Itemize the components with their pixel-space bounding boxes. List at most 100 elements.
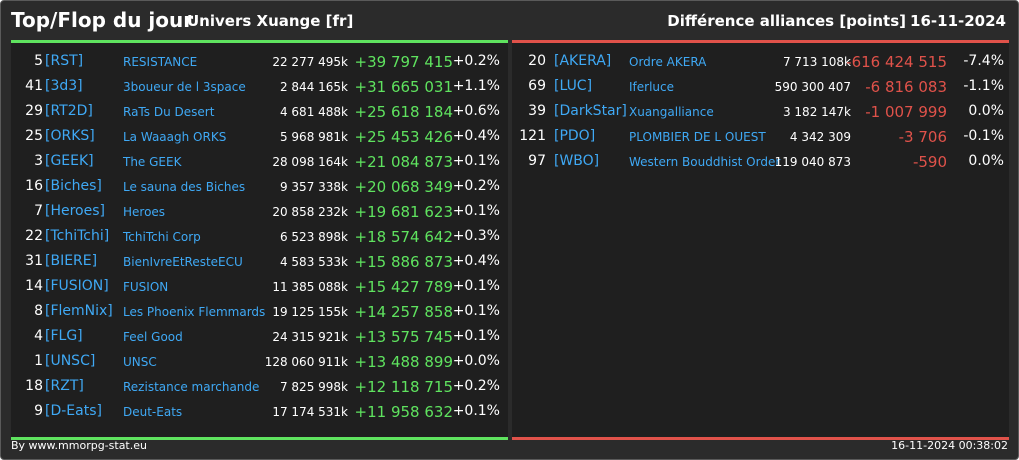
alliance-tag-link[interactable]: [AKERA]	[554, 53, 612, 69]
alliance-tag-link[interactable]: [FUSION]	[45, 278, 109, 294]
metric-label: Différence alliances [points]	[667, 12, 906, 30]
page-title: Top/Flop du jour	[11, 8, 194, 32]
top-row: 4 [FLG] Feel Good 24 315 921k +13 575 745 +0.…	[11, 325, 508, 350]
top-row: 1 [UNSC] UNSC 128 060 911k +13 488 899 +0.0%	[11, 350, 508, 375]
alliance-tag-link[interactable]: [Heroes]	[45, 203, 105, 219]
points-delta: +12 118 715	[354, 378, 453, 396]
percent-change: 0.0%	[968, 153, 1004, 169]
alliance-name-link[interactable]: Heroes	[123, 205, 166, 219]
alliance-name-link[interactable]: RESISTANCE	[123, 55, 198, 69]
top-row: 7 [Heroes] Heroes 20 858 232k +19 681 623 +0.…	[11, 200, 508, 225]
alliance-tag-link[interactable]: [TchiTchi]	[45, 228, 110, 244]
alliance-tag-link[interactable]: [Biches]	[45, 178, 102, 194]
points-delta: +25 618 184	[354, 103, 453, 121]
points-delta: +39 797 415	[354, 53, 453, 71]
alliance-rank: 29	[25, 103, 43, 119]
percent-change: -7.4%	[963, 53, 1004, 69]
alliance-name-link[interactable]: Deut-Eats	[123, 405, 183, 419]
alliance-name-link[interactable]: BienIvreEtResteECU	[123, 255, 243, 269]
alliance-tag-link[interactable]: [WBO]	[554, 153, 600, 169]
alliance-name-link[interactable]: Rezistance marchande	[123, 380, 260, 394]
alliance-rank: 39	[528, 103, 546, 119]
points-delta: +20 068 349	[354, 178, 453, 196]
alliance-name-link[interactable]: Ordre AKERA	[629, 55, 707, 69]
points-delta: +13 575 745	[354, 328, 453, 346]
alliance-rank: 3	[34, 153, 43, 169]
alliance-tag-link[interactable]: [GEEK]	[45, 153, 94, 169]
alliance-tag-link[interactable]: [BIERE]	[45, 253, 98, 269]
alliance-tag-link[interactable]: [RT2D]	[45, 103, 93, 119]
alliance-rank: 22	[25, 228, 43, 244]
top-row: 31 [BIERE] BienIvreEtResteECU 4 583 533k +15…	[11, 250, 508, 275]
points-delta: +14 257 858	[354, 303, 453, 321]
date-label: 16-11-2024	[910, 12, 1006, 30]
percent-change: +0.4%	[452, 253, 500, 269]
alliance-name-link[interactable]: UNSC	[123, 355, 157, 369]
alliance-tag-link[interactable]: [3d3]	[45, 78, 83, 94]
alliance-name-link[interactable]: FUSION	[123, 280, 169, 294]
percent-change: +0.2%	[452, 378, 500, 394]
flop-row: 20 [AKERA] Ordre AKERA 7 713 108k -616 424 5…	[512, 50, 1009, 75]
percent-change: +0.1%	[452, 153, 500, 169]
alliance-tag-link[interactable]: [RST]	[45, 53, 84, 69]
points-delta: -1 007 999	[865, 103, 947, 121]
flop-row: 97 [WBO] Western Bouddhist Order 119 040 87…	[512, 150, 1009, 175]
alliance-tag-link[interactable]: [FlemNix]	[45, 303, 113, 319]
flop-panel: 20 [AKERA] Ordre AKERA 7 713 108k -616 424 5…	[512, 40, 1009, 440]
flop-row: 121 [PDO] PLOMBIER DE L OUEST 4 342 309 -3 7…	[512, 125, 1009, 150]
alliance-tag-link[interactable]: [LUC]	[554, 78, 593, 94]
alliance-tag-link[interactable]: [DarkStar]	[554, 103, 627, 119]
alliance-tag-link[interactable]: [UNSC]	[45, 353, 96, 369]
alliance-points: 590 300 407	[774, 80, 851, 94]
points-delta: +31 665 031	[354, 78, 453, 96]
universe-label: Univers Xuange [fr]	[187, 12, 354, 30]
top-row: 3 [GEEK] The GEEK 28 098 164k +21 084 873 +0.…	[11, 150, 508, 175]
alliance-points: 3 182 147k	[782, 105, 851, 119]
alliance-name-link[interactable]: TchiTchi Corp	[123, 230, 201, 244]
percent-change: +0.2%	[452, 53, 500, 69]
alliance-name-link[interactable]: Western Bouddhist Order	[629, 155, 781, 169]
alliance-rank: 31	[25, 253, 43, 269]
alliance-points: 19 125 155k	[272, 305, 348, 319]
top-list: 5 [RST] RESISTANCE 22 277 495k +39 797 415 +0…	[11, 50, 508, 425]
alliance-rank: 41	[25, 78, 43, 94]
percent-change: +0.2%	[452, 178, 500, 194]
alliance-points: 11 385 088k	[272, 280, 348, 294]
alliance-name-link[interactable]: PLOMBIER DE L OUEST	[629, 130, 766, 144]
alliance-name-link[interactable]: Iferluce	[629, 80, 674, 94]
alliance-name-link[interactable]: The GEEK	[123, 155, 182, 169]
points-delta: -3 706	[898, 128, 947, 146]
top-row: 9 [D-Eats] Deut-Eats 17 174 531k +11 958 632…	[11, 400, 508, 425]
percent-change: +0.1%	[452, 403, 500, 419]
alliance-tag-link[interactable]: [PDO]	[554, 128, 596, 144]
top-row: 8 [FlemNix] Les Phoenix Flemmards 19 125 15…	[11, 300, 508, 325]
alliance-tag-link[interactable]: [ORKS]	[45, 128, 95, 144]
alliance-name-link[interactable]: Les Phoenix Flemmards	[123, 305, 266, 319]
alliance-rank: 16	[25, 178, 43, 194]
alliance-name-link[interactable]: Xuangalliance	[629, 105, 714, 119]
alliance-rank: 14	[25, 278, 43, 294]
alliance-points: 4 681 488k	[279, 105, 348, 119]
top-row: 29 [RT2D] RaTs Du Desert 4 681 488k +25 618 …	[11, 100, 508, 125]
alliance-rank: 5	[34, 53, 43, 69]
alliance-rank: 4	[34, 328, 43, 344]
alliance-tag-link[interactable]: [RZT]	[45, 378, 84, 394]
alliance-rank: 7	[34, 203, 43, 219]
alliance-name-link[interactable]: Feel Good	[123, 330, 183, 344]
alliance-name-link[interactable]: RaTs Du Desert	[123, 105, 215, 119]
alliance-points: 7 713 108k	[782, 55, 851, 69]
alliance-tag-link[interactable]: [FLG]	[45, 328, 83, 344]
alliance-name-link[interactable]: 3boueur de l 3space	[123, 80, 246, 94]
source-credit: By www.mmorpg-stat.eu	[11, 439, 147, 452]
flop-list: 20 [AKERA] Ordre AKERA 7 713 108k -616 424 5…	[512, 50, 1009, 175]
alliance-points: 20 858 232k	[272, 205, 348, 219]
alliance-points: 2 844 165k	[279, 80, 348, 94]
alliance-name-link[interactable]: Le sauna des Biches	[123, 180, 246, 194]
alliance-name-link[interactable]: La Waaagh ORKS	[123, 130, 227, 144]
alliance-points: 4 342 309	[789, 130, 851, 144]
top-panel: 5 [RST] RESISTANCE 22 277 495k +39 797 415 +0…	[11, 40, 508, 440]
alliance-points: 6 523 898k	[279, 230, 348, 244]
points-delta: +15 427 789	[354, 278, 453, 296]
alliance-tag-link[interactable]: [D-Eats]	[45, 403, 102, 419]
